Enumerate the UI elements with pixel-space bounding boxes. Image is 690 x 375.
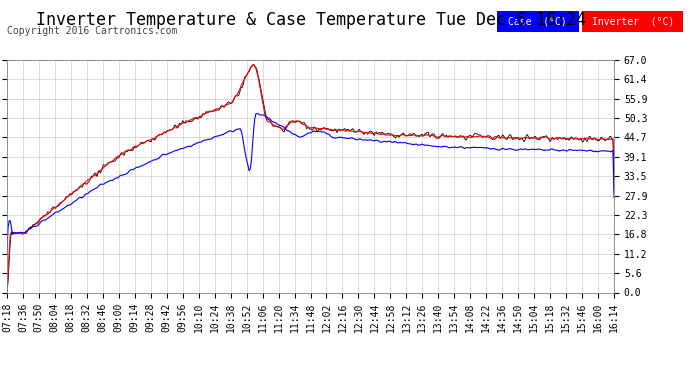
FancyBboxPatch shape	[582, 11, 683, 32]
Text: Copyright 2016 Cartronics.com: Copyright 2016 Cartronics.com	[7, 26, 177, 36]
Text: Inverter Temperature & Case Temperature Tue Dec 6 16:24: Inverter Temperature & Case Temperature …	[35, 11, 586, 29]
Text: Inverter  (°C): Inverter (°C)	[591, 16, 674, 27]
FancyBboxPatch shape	[497, 11, 579, 32]
Text: Case  (°C): Case (°C)	[509, 16, 567, 27]
